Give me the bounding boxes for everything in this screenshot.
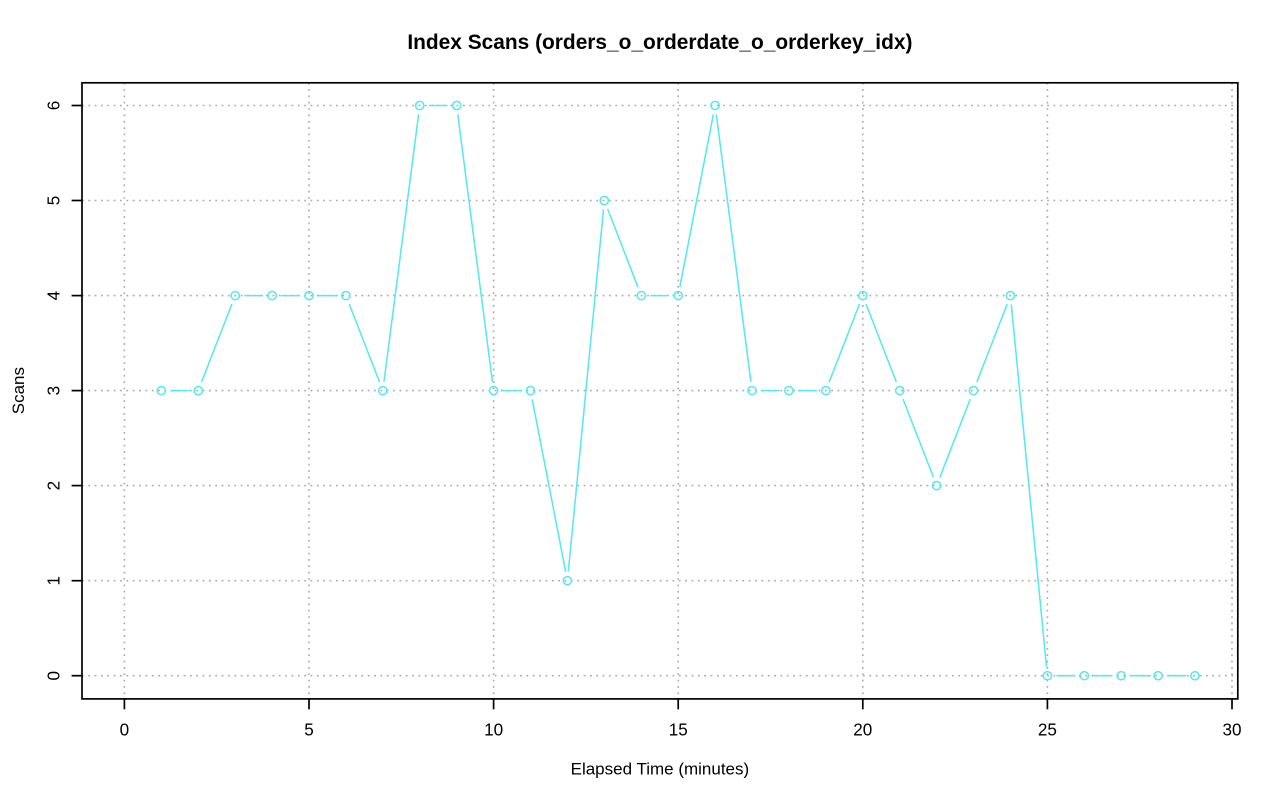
svg-text:4: 4: [45, 291, 64, 301]
svg-text:10: 10: [484, 720, 503, 739]
svg-text:Elapsed Time (minutes): Elapsed Time (minutes): [571, 760, 750, 779]
svg-text:5: 5: [304, 720, 314, 739]
svg-text:20: 20: [853, 720, 872, 739]
svg-text:30: 30: [1222, 720, 1241, 739]
svg-text:3: 3: [45, 386, 64, 396]
svg-text:Scans: Scans: [9, 367, 28, 414]
svg-text:15: 15: [669, 720, 688, 739]
svg-text:0: 0: [45, 671, 64, 681]
svg-text:1: 1: [45, 576, 64, 586]
svg-text:5: 5: [45, 196, 64, 206]
svg-text:Index Scans (orders_o_orderdat: Index Scans (orders_o_orderdate_o_orderk…: [407, 31, 912, 54]
svg-text:6: 6: [45, 101, 64, 111]
svg-text:2: 2: [45, 481, 64, 491]
svg-text:25: 25: [1038, 720, 1057, 739]
svg-text:0: 0: [120, 720, 130, 739]
